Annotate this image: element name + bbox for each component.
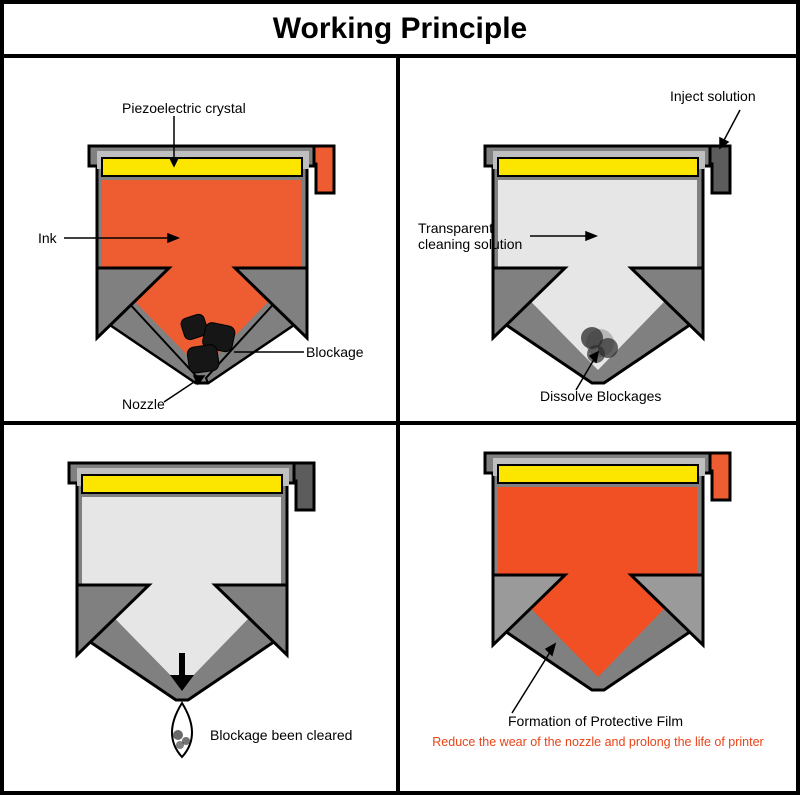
caption-reduce-wear: Reduce the wear of the nozzle and prolon…	[400, 735, 796, 749]
diagram-title: Working Principle	[4, 4, 796, 58]
label-protective-film: Formation of Protective Film	[508, 713, 683, 729]
diagram-grid: Piezoelectric crystal Ink Blockage Nozzl…	[4, 58, 796, 791]
label-dissolve-blockages: Dissolve Blockages	[540, 388, 661, 404]
label-piezoelectric-crystal: Piezoelectric crystal	[122, 100, 246, 116]
panel-3: Blockage been cleared	[4, 425, 400, 792]
label-nozzle: Nozzle	[122, 396, 165, 412]
label-blockage-cleared: Blockage been cleared	[210, 727, 352, 743]
label-ink: Ink	[38, 230, 57, 246]
panel-2: Inject solution Transparent cleaning sol…	[400, 58, 796, 425]
panel-4: Formation of Protective Film Reduce the …	[400, 425, 796, 792]
label-transparent-solution: Transparent cleaning solution	[418, 220, 522, 252]
label-inject-solution: Inject solution	[670, 88, 756, 104]
label-blockage: Blockage	[306, 344, 364, 360]
diagram-frame: Working Principle	[0, 0, 800, 795]
panel-1: Piezoelectric crystal Ink Blockage Nozzl…	[4, 58, 400, 425]
